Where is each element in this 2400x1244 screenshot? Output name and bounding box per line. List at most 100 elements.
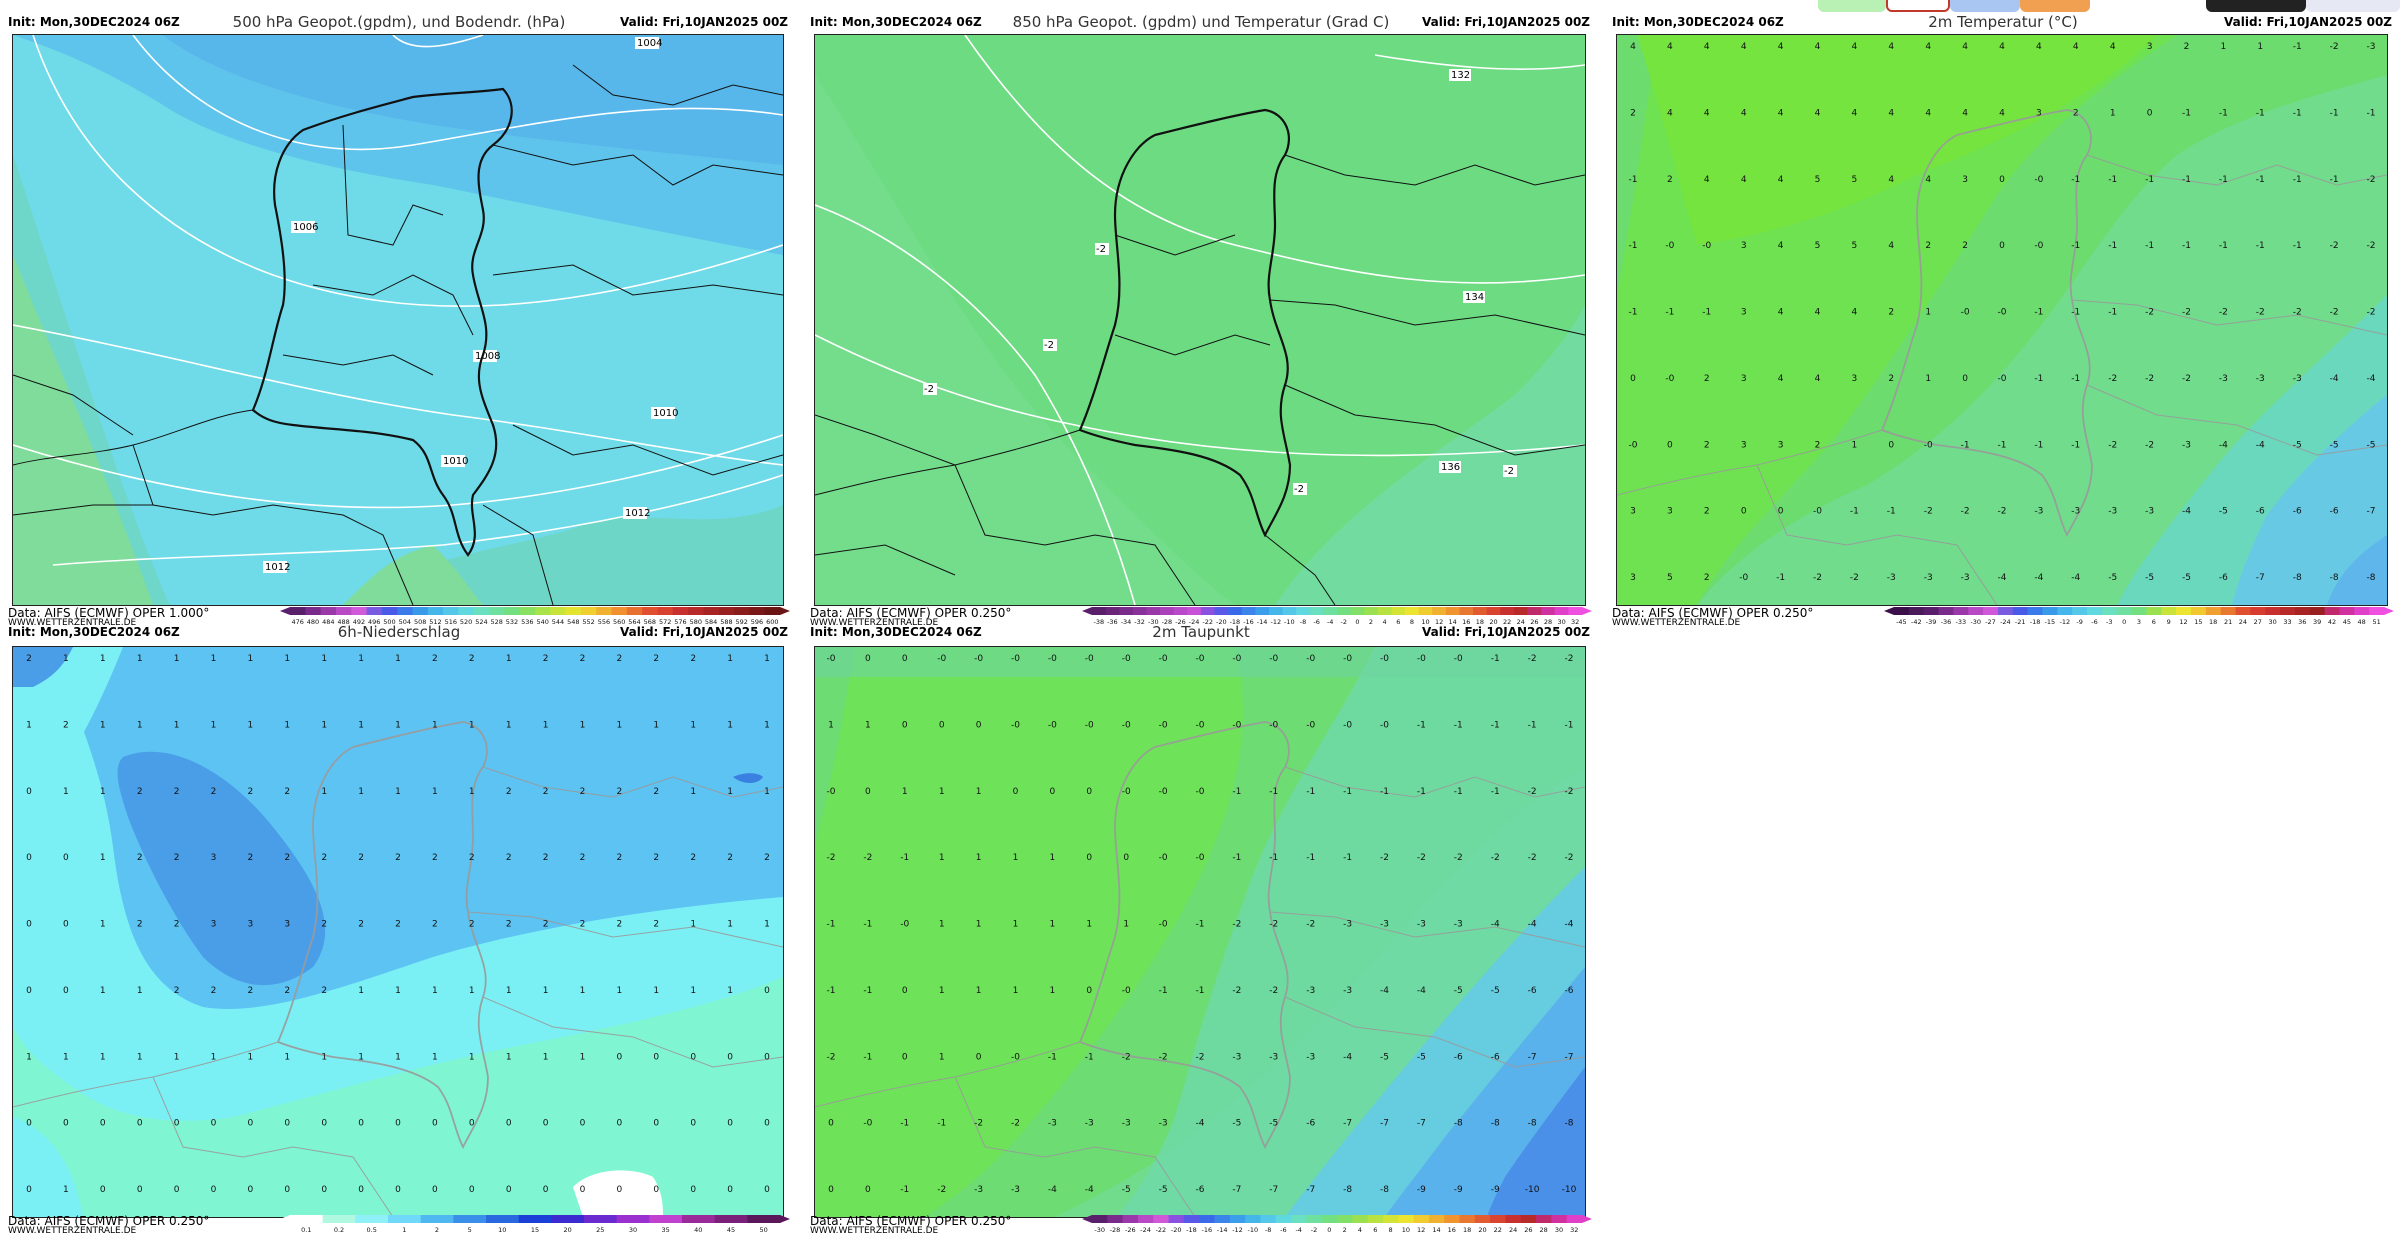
dark-tab-button[interactable] <box>2206 0 2306 12</box>
grid-value: 0 <box>100 1185 106 1195</box>
orange-tab-button[interactable] <box>2020 0 2090 12</box>
grid-value: 1 <box>432 1052 438 1062</box>
grid-value: -1 <box>2219 175 2228 185</box>
scale-tick-label: 516 <box>445 618 457 626</box>
grid-value: -6 <box>2256 507 2265 517</box>
scale-tick-label: 45 <box>727 1226 735 1234</box>
panel-title: 2m Temperatur (°C) <box>1928 13 2078 31</box>
grid-value: -1 <box>1629 241 1638 251</box>
grid-value: -1 <box>1454 720 1463 730</box>
grid-value: -0 <box>1306 720 1315 730</box>
map-image[interactable]: 2 1 1 1 1 1 1 1 1 1 1 2 2 1 2 2 2 2 2 1 1 1 2 1 1 1 1 1 1 1 1 1 1 1 1 1 1 1 1 1… <box>12 646 784 1218</box>
scale-tick-label: 26 <box>1524 1226 1532 1234</box>
grid-value: 1 <box>506 1052 512 1062</box>
selected-tab-button[interactable] <box>1886 0 1950 12</box>
grid-value: -2 <box>1565 787 1574 797</box>
grid-value: 0 <box>764 1185 770 1195</box>
scale-swatch <box>1241 607 1256 615</box>
scale-tick-label: 8 <box>1389 1226 1393 1234</box>
scale-tick-label: 10 <box>1421 618 1429 626</box>
valid-time: Valid: Fri,10JAN2025 00Z <box>619 625 788 639</box>
grid-value: 0 <box>727 1185 733 1195</box>
grid-value: 4 <box>2110 42 2116 52</box>
grid-value: 3 <box>248 920 254 930</box>
panel-footer: Data: AIFS (ECMWF) OPER 1.000° WWW.WETTE… <box>4 606 794 628</box>
grid-value: 2 <box>137 853 143 863</box>
grid-value: 0 <box>580 1185 586 1195</box>
scale-swatch <box>1137 1215 1154 1223</box>
green-tab-button[interactable] <box>1818 0 1886 12</box>
map-image[interactable]: 132 134 136 -2 -2 -2 -2 -2 <box>814 34 1586 606</box>
blue-tab-button[interactable] <box>1950 0 2020 12</box>
grid-value: -0 <box>1665 374 1674 384</box>
grid-value: 0 <box>174 1185 180 1195</box>
grid-value: -0 <box>827 787 836 797</box>
map-image[interactable]: 4 4 4 4 4 4 4 4 4 4 4 4 4 4 3 2 1 1 -1 -2 -3 2 4 4 4 4 4 4 4 4 4 4 3 2 1 0 -… <box>1616 34 2388 606</box>
scale-swatch <box>1551 1215 1568 1223</box>
grid-value: -4 <box>2330 374 2339 384</box>
grid-value: 0 <box>284 1185 290 1195</box>
scale-tick-label: 0.1 <box>301 1226 311 1234</box>
scale-swatch <box>1119 607 1134 615</box>
grid-value: -0 <box>1048 720 1057 730</box>
grid-value: 2 <box>690 853 696 863</box>
grid-value: -9 <box>1417 1185 1426 1195</box>
grid-value: -3 <box>2182 440 2191 450</box>
grid-value: 1 <box>26 720 32 730</box>
grid-value: 1 <box>63 787 69 797</box>
grid-value: 1 <box>764 787 770 797</box>
grid-value: 2 <box>432 920 438 930</box>
grid-value: -8 <box>1528 1119 1537 1129</box>
grid-value: -1 <box>2256 241 2265 251</box>
map-image[interactable]: -0 0 0 -0 -0 -0 -0 -0 -0 -0 -0 -0 -0 -0 -0 -0 -0 -0 -1 -2 -2… <box>814 646 1586 1218</box>
grid-value: 1 <box>727 720 733 730</box>
grid-value: 1 <box>469 787 475 797</box>
grid-value: 0 <box>617 1119 623 1129</box>
grid-value: 1 <box>653 720 659 730</box>
grid-value: -2 <box>863 853 872 863</box>
data-source-label: Data: AIFS (ECMWF) OPER 1.000° <box>8 606 210 620</box>
grid-value: -3 <box>1306 1052 1315 1062</box>
grid-value: -2 <box>1961 507 1970 517</box>
scale-tick-label: 6 <box>1373 1226 1377 1234</box>
grid-value: 0 <box>653 1185 659 1195</box>
grid-value: 0 <box>469 1119 475 1129</box>
grid-value: 3 <box>1741 241 1747 251</box>
grid-value: 1 <box>63 1185 69 1195</box>
scale-tick-label: 28 <box>1544 618 1552 626</box>
grid-value: -2 <box>1196 1052 1205 1062</box>
grid-value: 1 <box>284 720 290 730</box>
light-tab-button[interactable] <box>2306 0 2400 12</box>
grid-value: 0 <box>358 1185 364 1195</box>
scale-swatch <box>388 1215 422 1223</box>
grid-value: 1 <box>1013 986 1019 996</box>
grid-value: 0 <box>580 1119 586 1129</box>
grid-value: 0 <box>358 1119 364 1129</box>
grid-value: 2 <box>469 920 475 930</box>
grid-value: 2 <box>727 853 733 863</box>
scale-swatch <box>290 1215 324 1223</box>
grid-value: 0 <box>902 720 908 730</box>
grid-value: 1 <box>248 654 254 664</box>
grid-value: -1 <box>1665 308 1674 318</box>
grid-value: 4 <box>1852 42 1858 52</box>
scale-tick-label: 6 <box>2152 618 2156 626</box>
grid-value: 0 <box>1086 787 1092 797</box>
grid-value: -2 <box>1565 853 1574 863</box>
grid-value: 0 <box>617 1052 623 1062</box>
grid-value: 1 <box>543 986 549 996</box>
scale-tick-label: 512 <box>429 618 441 626</box>
scale-swatch <box>351 607 367 615</box>
grid-value: 4 <box>1962 42 1968 52</box>
grid-value: 3 <box>1741 440 1747 450</box>
grid-value: 4 <box>1778 175 1784 185</box>
map-image[interactable]: 1004 1006 1008 1010 1010 1012 1012 <box>12 34 784 606</box>
grid-value: 0 <box>63 1119 69 1129</box>
grid-value: 2 <box>653 920 659 930</box>
contour-label: 1012 <box>265 562 290 573</box>
scale-swatch <box>335 607 352 615</box>
scale-swatch <box>2057 607 2073 615</box>
scale-swatch <box>2294 607 2311 615</box>
scale-tick-label: -9 <box>2076 618 2082 626</box>
grid-value: -6 <box>2219 573 2228 583</box>
